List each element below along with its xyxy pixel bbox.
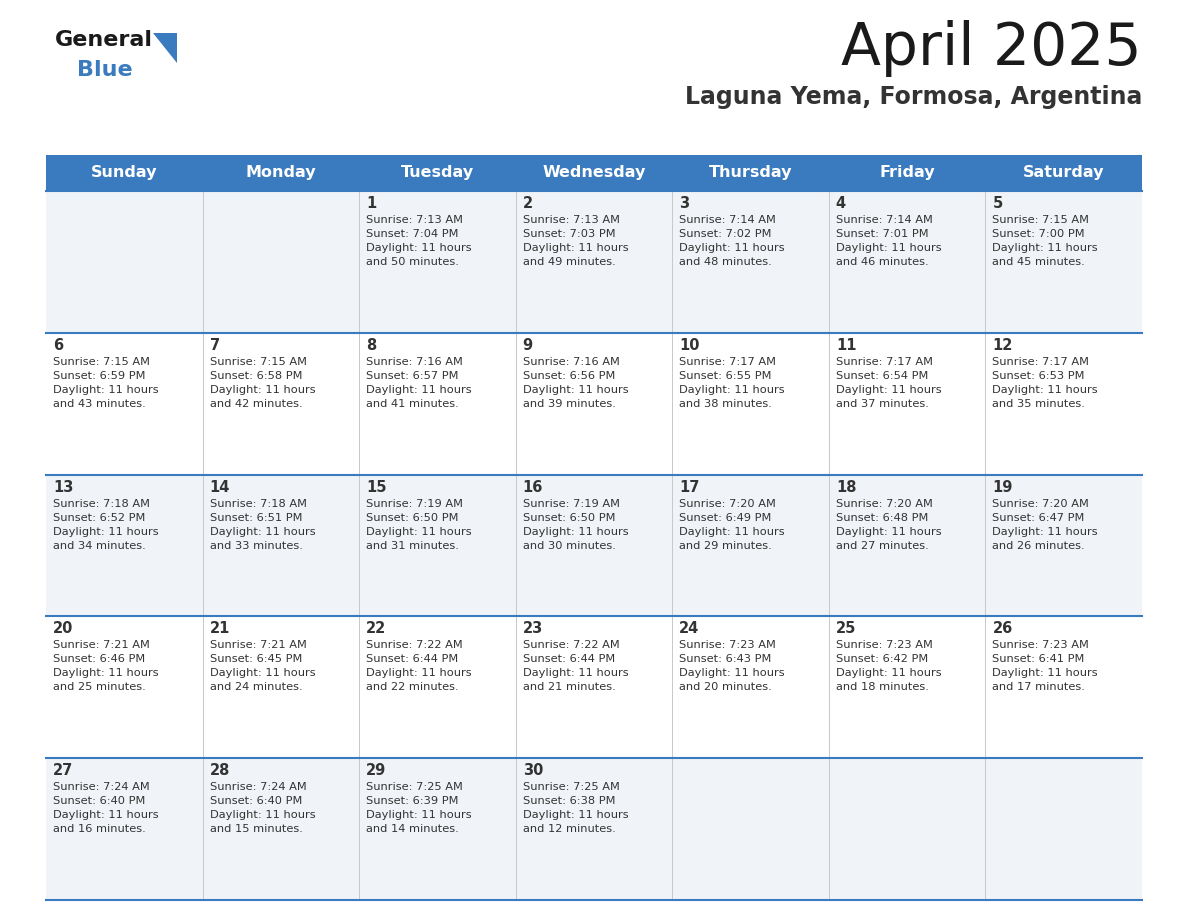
Text: 3: 3 [680,196,689,211]
Text: Saturday: Saturday [1023,165,1105,181]
Bar [46,333,1142,475]
Text: Sunrise: 7:19 AM
Sunset: 6:50 PM
Daylight: 11 hours
and 31 minutes.: Sunrise: 7:19 AM Sunset: 6:50 PM Dayligh… [366,498,472,551]
Text: Sunrise: 7:19 AM
Sunset: 6:50 PM
Daylight: 11 hours
and 30 minutes.: Sunrise: 7:19 AM Sunset: 6:50 PM Dayligh… [523,498,628,551]
Text: 17: 17 [680,479,700,495]
Text: 6: 6 [53,338,63,353]
Text: Sunrise: 7:21 AM
Sunset: 6:45 PM
Daylight: 11 hours
and 24 minutes.: Sunrise: 7:21 AM Sunset: 6:45 PM Dayligh… [209,641,315,692]
Text: Wednesday: Wednesday [542,165,646,181]
Bar [46,616,1142,758]
Text: 18: 18 [836,479,857,495]
Text: 15: 15 [366,479,386,495]
Text: 22: 22 [366,621,386,636]
Text: 8: 8 [366,338,377,353]
Bar [46,155,1142,191]
Text: 23: 23 [523,621,543,636]
Text: 5: 5 [992,196,1003,211]
Text: Sunrise: 7:23 AM
Sunset: 6:43 PM
Daylight: 11 hours
and 20 minutes.: Sunrise: 7:23 AM Sunset: 6:43 PM Dayligh… [680,641,785,692]
Text: Sunrise: 7:20 AM
Sunset: 6:49 PM
Daylight: 11 hours
and 29 minutes.: Sunrise: 7:20 AM Sunset: 6:49 PM Dayligh… [680,498,785,551]
Text: Sunrise: 7:14 AM
Sunset: 7:02 PM
Daylight: 11 hours
and 48 minutes.: Sunrise: 7:14 AM Sunset: 7:02 PM Dayligh… [680,215,785,267]
Text: Thursday: Thursday [709,165,792,181]
Text: Sunrise: 7:13 AM
Sunset: 7:04 PM
Daylight: 11 hours
and 50 minutes.: Sunrise: 7:13 AM Sunset: 7:04 PM Dayligh… [366,215,472,267]
Text: Sunrise: 7:20 AM
Sunset: 6:48 PM
Daylight: 11 hours
and 27 minutes.: Sunrise: 7:20 AM Sunset: 6:48 PM Dayligh… [836,498,941,551]
Text: 14: 14 [209,479,230,495]
Text: 11: 11 [836,338,857,353]
Text: 10: 10 [680,338,700,353]
Text: Sunrise: 7:17 AM
Sunset: 6:53 PM
Daylight: 11 hours
and 35 minutes.: Sunrise: 7:17 AM Sunset: 6:53 PM Dayligh… [992,357,1098,409]
Text: Sunrise: 7:17 AM
Sunset: 6:54 PM
Daylight: 11 hours
and 37 minutes.: Sunrise: 7:17 AM Sunset: 6:54 PM Dayligh… [836,357,941,409]
Text: 7: 7 [209,338,220,353]
Text: Sunrise: 7:23 AM
Sunset: 6:42 PM
Daylight: 11 hours
and 18 minutes.: Sunrise: 7:23 AM Sunset: 6:42 PM Dayligh… [836,641,941,692]
Polygon shape [153,33,177,63]
Text: 28: 28 [209,763,230,778]
Bar [46,191,1142,333]
Text: Sunrise: 7:24 AM
Sunset: 6:40 PM
Daylight: 11 hours
and 16 minutes.: Sunrise: 7:24 AM Sunset: 6:40 PM Dayligh… [53,782,159,834]
Text: 30: 30 [523,763,543,778]
Text: 1: 1 [366,196,377,211]
Text: 16: 16 [523,479,543,495]
Text: Sunrise: 7:15 AM
Sunset: 7:00 PM
Daylight: 11 hours
and 45 minutes.: Sunrise: 7:15 AM Sunset: 7:00 PM Dayligh… [992,215,1098,267]
Text: Sunrise: 7:21 AM
Sunset: 6:46 PM
Daylight: 11 hours
and 25 minutes.: Sunrise: 7:21 AM Sunset: 6:46 PM Dayligh… [53,641,159,692]
Text: Sunrise: 7:14 AM
Sunset: 7:01 PM
Daylight: 11 hours
and 46 minutes.: Sunrise: 7:14 AM Sunset: 7:01 PM Dayligh… [836,215,941,267]
Bar [46,758,1142,900]
Text: April 2025: April 2025 [841,20,1142,77]
Text: 4: 4 [836,196,846,211]
Text: 12: 12 [992,338,1013,353]
Text: 21: 21 [209,621,230,636]
Text: Friday: Friday [879,165,935,181]
Text: Sunrise: 7:15 AM
Sunset: 6:58 PM
Daylight: 11 hours
and 42 minutes.: Sunrise: 7:15 AM Sunset: 6:58 PM Dayligh… [209,357,315,409]
Text: 9: 9 [523,338,533,353]
Text: Sunrise: 7:22 AM
Sunset: 6:44 PM
Daylight: 11 hours
and 22 minutes.: Sunrise: 7:22 AM Sunset: 6:44 PM Dayligh… [366,641,472,692]
Text: Sunrise: 7:25 AM
Sunset: 6:39 PM
Daylight: 11 hours
and 14 minutes.: Sunrise: 7:25 AM Sunset: 6:39 PM Dayligh… [366,782,472,834]
Text: Sunrise: 7:18 AM
Sunset: 6:52 PM
Daylight: 11 hours
and 34 minutes.: Sunrise: 7:18 AM Sunset: 6:52 PM Dayligh… [53,498,159,551]
Text: Sunrise: 7:16 AM
Sunset: 6:57 PM
Daylight: 11 hours
and 41 minutes.: Sunrise: 7:16 AM Sunset: 6:57 PM Dayligh… [366,357,472,409]
Text: 24: 24 [680,621,700,636]
Text: Sunrise: 7:23 AM
Sunset: 6:41 PM
Daylight: 11 hours
and 17 minutes.: Sunrise: 7:23 AM Sunset: 6:41 PM Dayligh… [992,641,1098,692]
Text: Sunrise: 7:16 AM
Sunset: 6:56 PM
Daylight: 11 hours
and 39 minutes.: Sunrise: 7:16 AM Sunset: 6:56 PM Dayligh… [523,357,628,409]
Text: 25: 25 [836,621,857,636]
Text: Sunrise: 7:13 AM
Sunset: 7:03 PM
Daylight: 11 hours
and 49 minutes.: Sunrise: 7:13 AM Sunset: 7:03 PM Dayligh… [523,215,628,267]
Text: 13: 13 [53,479,74,495]
Text: Blue: Blue [77,60,133,80]
Text: Sunrise: 7:18 AM
Sunset: 6:51 PM
Daylight: 11 hours
and 33 minutes.: Sunrise: 7:18 AM Sunset: 6:51 PM Dayligh… [209,498,315,551]
Bar [46,475,1142,616]
Text: Monday: Monday [246,165,316,181]
Text: Sunrise: 7:17 AM
Sunset: 6:55 PM
Daylight: 11 hours
and 38 minutes.: Sunrise: 7:17 AM Sunset: 6:55 PM Dayligh… [680,357,785,409]
Text: 26: 26 [992,621,1012,636]
Text: Laguna Yema, Formosa, Argentina: Laguna Yema, Formosa, Argentina [684,85,1142,109]
Text: 29: 29 [366,763,386,778]
Text: General: General [55,30,153,50]
Text: Sunrise: 7:25 AM
Sunset: 6:38 PM
Daylight: 11 hours
and 12 minutes.: Sunrise: 7:25 AM Sunset: 6:38 PM Dayligh… [523,782,628,834]
Text: 20: 20 [53,621,74,636]
Text: Sunrise: 7:24 AM
Sunset: 6:40 PM
Daylight: 11 hours
and 15 minutes.: Sunrise: 7:24 AM Sunset: 6:40 PM Dayligh… [209,782,315,834]
Text: Tuesday: Tuesday [400,165,474,181]
Text: 19: 19 [992,479,1013,495]
Text: Sunday: Sunday [91,165,158,181]
Text: Sunrise: 7:20 AM
Sunset: 6:47 PM
Daylight: 11 hours
and 26 minutes.: Sunrise: 7:20 AM Sunset: 6:47 PM Dayligh… [992,498,1098,551]
Text: Sunrise: 7:22 AM
Sunset: 6:44 PM
Daylight: 11 hours
and 21 minutes.: Sunrise: 7:22 AM Sunset: 6:44 PM Dayligh… [523,641,628,692]
Text: 27: 27 [53,763,74,778]
Text: 2: 2 [523,196,533,211]
Text: Sunrise: 7:15 AM
Sunset: 6:59 PM
Daylight: 11 hours
and 43 minutes.: Sunrise: 7:15 AM Sunset: 6:59 PM Dayligh… [53,357,159,409]
